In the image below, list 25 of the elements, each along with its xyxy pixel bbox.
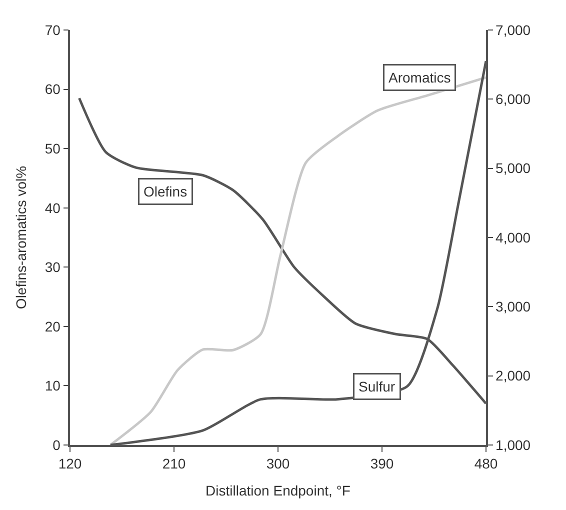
x-tick-label: 300 (266, 456, 290, 472)
y-tick-label: 50 (44, 140, 61, 156)
y-tick-label: 0 (52, 436, 61, 453)
y-tick-label: 10 (44, 378, 61, 394)
x-axis-title: Distillation Endpoint, °F (206, 482, 350, 498)
y2-tick-label: 5,000 (496, 160, 531, 176)
y2-tick-label: 7,000 (496, 22, 531, 38)
y-tick-label: 70 (44, 22, 61, 38)
y-axis-title: Olefins-aromatics vol% (12, 166, 29, 310)
series-label: Aromatics (388, 70, 451, 86)
series-label: Olefins (144, 184, 188, 200)
y-tick-label: 20 (44, 318, 61, 334)
y2-tick-label: 2,000 (496, 368, 531, 384)
series-label: Sulfur (358, 378, 396, 394)
y-tick-label: 40 (44, 200, 61, 216)
x-tick-label: 120 (58, 456, 82, 472)
y2-tick-label: 1,000 (496, 436, 531, 453)
y-tick-label: 60 (44, 81, 61, 98)
y-tick-label: 30 (44, 259, 61, 276)
x-tick-label: 210 (162, 456, 186, 472)
x-tick-label: 480 (474, 456, 498, 472)
y2-tick-label: 6,000 (496, 91, 531, 108)
y2-tick-label: 4,000 (496, 229, 531, 246)
x-tick-label: 390 (370, 456, 394, 472)
y2-tick-label: 3,000 (496, 298, 531, 315)
